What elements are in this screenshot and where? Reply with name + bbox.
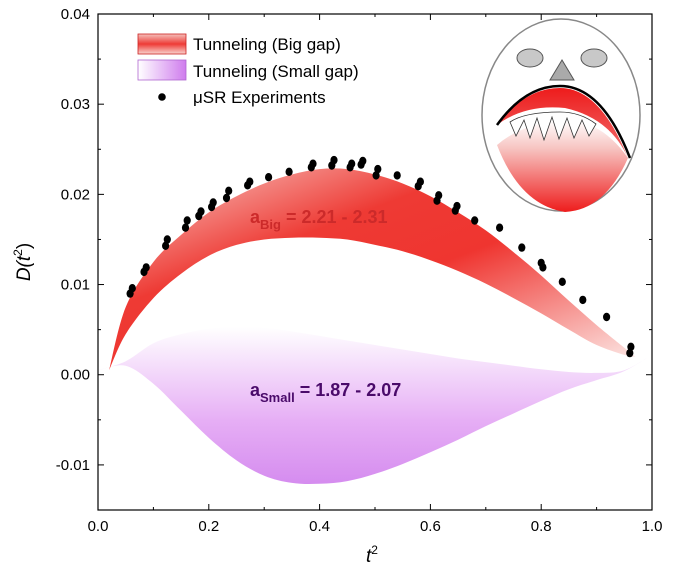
legend-item-small-gap: Tunneling (Small gap) xyxy=(137,59,359,81)
legend: Tunneling (Big gap) Tunneling (Small gap… xyxy=(137,33,359,107)
data-point xyxy=(330,155,338,165)
data-point xyxy=(471,216,479,225)
x-axis-label: t2 xyxy=(366,543,378,567)
data-point xyxy=(142,263,150,272)
data-point xyxy=(393,171,401,180)
data-point xyxy=(246,177,254,186)
annotation-big: aBig = 2.21 - 2.31 xyxy=(250,207,388,232)
data-point xyxy=(225,186,233,195)
face-right-eye xyxy=(580,48,608,68)
data-point xyxy=(197,207,205,216)
x-tick-label: 0.6 xyxy=(420,518,441,535)
data-point xyxy=(416,177,424,186)
face-teeth xyxy=(509,111,597,142)
data-point xyxy=(579,295,587,305)
x-tick-label: 0.8 xyxy=(531,518,552,535)
data-point xyxy=(518,243,526,252)
x-tick-label: 0.4 xyxy=(309,518,330,535)
data-point xyxy=(285,167,293,176)
legend-label-musr: μSR Experiments xyxy=(193,88,326,107)
inset-face-illustration xyxy=(481,18,641,212)
x-tick-label: 1.0 xyxy=(642,518,663,535)
data-point xyxy=(309,159,317,168)
annotation-small: aSmall = 1.87 - 2.07 xyxy=(250,380,401,405)
data-point xyxy=(539,263,547,272)
y-tick-label: 0.03 xyxy=(61,96,90,113)
data-point xyxy=(162,241,170,250)
y-tick-label: 0.00 xyxy=(61,367,90,384)
y-tick-label: 0.02 xyxy=(61,186,90,203)
face-mouth-outline xyxy=(495,84,632,159)
y-tick-label: 0.04 xyxy=(61,6,90,23)
legend-label-big: Tunneling (Big gap) xyxy=(193,35,341,54)
face-nose xyxy=(549,59,575,81)
x-tick-label: 0.2 xyxy=(198,518,219,535)
x-tick-label: 0.0 xyxy=(88,518,109,535)
data-point xyxy=(359,156,367,166)
legend-item-big-gap: Tunneling (Big gap) xyxy=(137,33,341,55)
legend-label-small: Tunneling (Small gap) xyxy=(193,62,359,81)
axis-ticks: 0.0 0.2 0.4 0.6 0.8 1.0 -0.01 0.00 0.01 0.02 0.03 0… xyxy=(56,6,663,535)
y-tick-label: -0.01 xyxy=(56,457,90,474)
face-mouth-lower xyxy=(497,119,628,212)
legend-item-musr: μSR Experiments xyxy=(158,88,326,107)
band-small-gap xyxy=(98,326,652,485)
data-point xyxy=(348,159,356,168)
data-point xyxy=(209,198,217,207)
data-point xyxy=(603,312,611,322)
data-point xyxy=(183,216,191,225)
data-point xyxy=(163,235,171,244)
data-point xyxy=(435,191,443,200)
data-point xyxy=(627,342,635,351)
data-point xyxy=(496,223,504,232)
y-tick-label: 0.01 xyxy=(61,277,90,294)
y-axis-label: D(t2) xyxy=(11,243,35,281)
data-point xyxy=(222,193,231,203)
data-point xyxy=(558,277,566,286)
legend-swatch-big xyxy=(137,33,187,55)
scatter-points xyxy=(126,155,635,358)
legend-swatch-small xyxy=(137,59,187,81)
data-point xyxy=(128,284,136,293)
face-mouth-upper xyxy=(497,88,628,158)
band-big-gap xyxy=(109,168,636,371)
face-left-eye xyxy=(516,48,544,68)
data-point xyxy=(453,201,461,211)
data-point xyxy=(626,348,634,358)
data-point xyxy=(372,171,380,180)
legend-marker-musr xyxy=(158,93,166,101)
data-point xyxy=(181,223,190,232)
data-point xyxy=(374,164,382,174)
plot-areas xyxy=(98,168,652,485)
data-point xyxy=(265,173,273,182)
